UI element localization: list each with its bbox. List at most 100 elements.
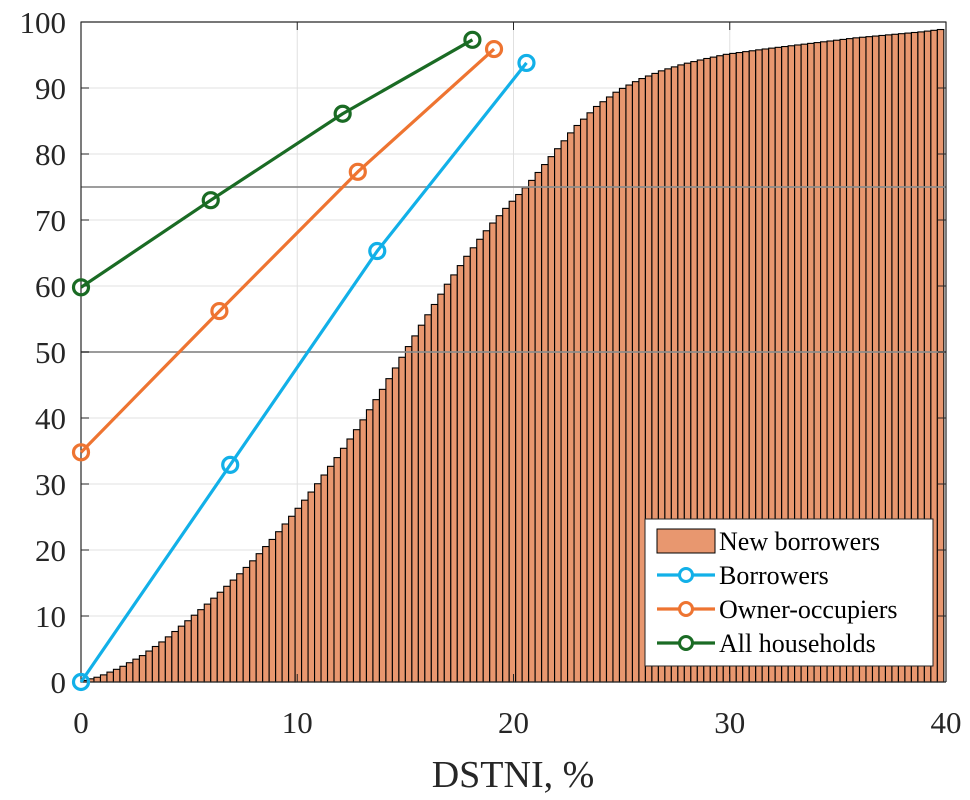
histogram-bar <box>502 207 510 683</box>
histogram-bar <box>307 491 316 683</box>
series-marker-borrowers <box>368 241 387 261</box>
histogram-bar <box>592 105 601 683</box>
histogram-bar <box>560 140 569 683</box>
histogram-bar <box>339 447 348 683</box>
y-tick-label: 90 <box>35 71 66 106</box>
histogram-bar <box>106 671 114 683</box>
x-tick-label: 30 <box>714 705 745 740</box>
y-tick-label: 60 <box>35 269 66 304</box>
histogram-bar <box>320 474 329 683</box>
histogram-bar <box>223 585 231 683</box>
y-tick-label: 50 <box>35 335 66 370</box>
histogram-bar <box>184 620 192 683</box>
legend-marker-owner-occupiers <box>678 601 694 617</box>
histogram-bar <box>372 399 380 683</box>
legend-marker-all-households <box>678 635 694 651</box>
histogram-bar <box>210 597 218 683</box>
legend-label-owner-occupiers: Owner-occupiers <box>719 595 898 624</box>
histogram-bar <box>171 630 179 683</box>
histogram-bar <box>599 101 608 683</box>
histogram-bar <box>625 84 633 683</box>
y-tick-label: 70 <box>35 203 66 238</box>
histogram-bar <box>605 96 614 683</box>
y-tick-label: 40 <box>35 401 66 436</box>
y-tick-label: 10 <box>35 599 66 634</box>
histogram-bar <box>333 457 342 683</box>
histogram-bar <box>618 87 627 683</box>
histogram-bar <box>132 658 140 683</box>
histogram-bar <box>352 429 361 683</box>
histogram-bar <box>145 650 153 683</box>
histogram-bar <box>197 609 205 683</box>
series-marker-all-households <box>463 30 482 49</box>
histogram-bar <box>443 283 452 683</box>
histogram-bar <box>151 645 160 683</box>
histogram-bar <box>313 483 322 683</box>
histogram-bar <box>424 314 432 683</box>
histogram-bar <box>177 625 186 683</box>
histogram-bar <box>236 573 244 683</box>
histogram-bar <box>203 603 212 683</box>
histogram-bar <box>255 553 264 683</box>
histogram-bar <box>404 346 413 683</box>
histogram-bar <box>262 546 270 683</box>
histogram-bar <box>463 255 471 683</box>
histogram-bar <box>229 579 238 683</box>
histogram-bar <box>301 499 309 683</box>
series-marker-all-households <box>333 104 352 123</box>
histogram-bar <box>521 187 530 683</box>
histogram-bar <box>216 591 225 683</box>
legend-label-borrowers: Borrowers <box>719 561 829 590</box>
histogram-bar <box>398 356 406 683</box>
histogram-bar <box>281 523 290 683</box>
series-marker-borrowers <box>517 53 536 73</box>
histogram-bar <box>158 641 166 683</box>
histogram-bar <box>508 200 517 683</box>
histogram-bar <box>119 665 127 683</box>
histogram-bar <box>268 538 277 683</box>
histogram-bar <box>190 614 199 683</box>
histogram-bar <box>164 636 173 683</box>
histogram-bar <box>469 247 478 683</box>
histogram-bar <box>554 148 562 683</box>
histogram-bar <box>275 531 283 683</box>
histogram-bar <box>586 112 595 683</box>
histogram-bar <box>515 193 523 683</box>
histogram-bar <box>495 215 504 683</box>
histogram-bar <box>385 378 393 683</box>
histogram-bar <box>411 335 419 683</box>
legend-marker-borrowers <box>678 567 694 583</box>
line-series <box>71 30 536 692</box>
histogram-bar <box>541 164 549 683</box>
histogram-bar <box>450 274 458 683</box>
histogram-bar <box>612 91 621 683</box>
y-tick-label: 100 <box>20 5 67 40</box>
histogram-bar <box>249 560 257 683</box>
x-tick-label: 0 <box>73 705 89 740</box>
histogram-bar <box>430 303 439 683</box>
y-tick-label: 80 <box>35 137 66 172</box>
series-marker-owner-occupiers <box>348 162 367 181</box>
histogram-bar <box>112 668 121 683</box>
series-line-borrowers <box>79 61 528 683</box>
histogram-bar <box>528 179 536 683</box>
tick-labels: 0 10 20 30 40 0 10 20 30 40 50 60 70 80 90 100 <box>20 5 962 740</box>
histogram-bar <box>567 132 575 683</box>
x-axis-title: DSTNI, % <box>432 754 595 796</box>
legend: New borrowers Borrowers Owner-occupiers … <box>644 518 934 667</box>
histogram-bar <box>288 515 296 683</box>
reference-lines <box>81 186 946 353</box>
legend-label-new-borrowers: New borrowers <box>719 527 880 556</box>
series-marker-owner-occupiers <box>210 301 229 321</box>
histogram-bar <box>534 171 543 683</box>
series-marker-borrowers <box>71 672 91 692</box>
histogram-bar <box>294 507 303 683</box>
series-line-owner-occupiers <box>79 47 496 454</box>
histogram-bar <box>378 388 387 683</box>
series-marker-borrowers <box>221 455 240 474</box>
histogram-bar <box>638 78 646 683</box>
histogram-bar <box>125 662 134 683</box>
histogram-bar <box>326 465 335 683</box>
histogram-bar <box>417 324 426 683</box>
